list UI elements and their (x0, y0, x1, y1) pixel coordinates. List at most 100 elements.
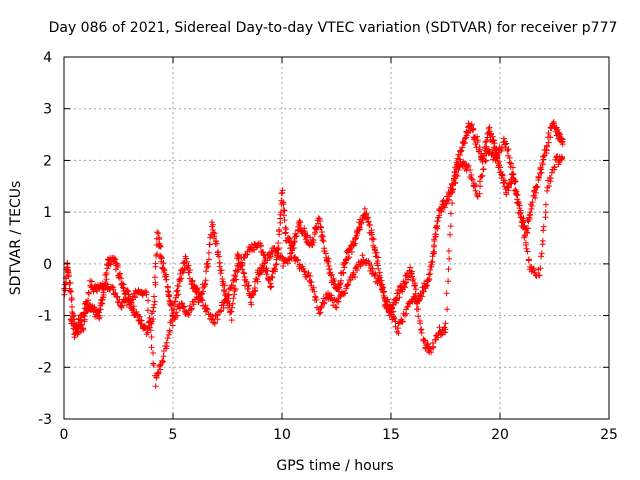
data-point (445, 248, 452, 254)
data-point (423, 283, 430, 289)
data-point (544, 142, 550, 149)
data-point (500, 135, 507, 142)
data-point (411, 293, 418, 300)
data-point (468, 121, 475, 128)
data-point (377, 277, 384, 284)
data-point (450, 186, 456, 193)
data-point (418, 329, 425, 336)
data-point (442, 329, 449, 336)
data-point (479, 172, 486, 179)
data-point (228, 317, 235, 324)
data-point (268, 283, 275, 290)
data-point (476, 178, 483, 185)
data-point (145, 297, 151, 304)
data-point (112, 290, 119, 297)
data-point (452, 179, 459, 186)
data-point (425, 341, 431, 348)
data-point (316, 310, 323, 317)
data-point (155, 230, 162, 237)
data-point (267, 284, 274, 291)
data-point (387, 302, 393, 309)
data-point (189, 305, 195, 312)
data-point (266, 276, 273, 283)
data-point (144, 307, 151, 314)
data-point (434, 334, 441, 341)
data-point (468, 122, 475, 129)
data-point (468, 175, 475, 182)
data-point (151, 298, 158, 305)
data-point (240, 270, 247, 277)
data-point (345, 281, 352, 288)
data-point (250, 291, 257, 298)
data-point (517, 209, 524, 216)
data-point (417, 320, 424, 327)
data-point (335, 298, 342, 305)
data-point (107, 261, 114, 268)
data-point (388, 305, 394, 312)
data-point (280, 212, 287, 219)
data-point (445, 278, 452, 285)
x-tick-label: 0 (60, 427, 69, 443)
data-point (332, 303, 339, 310)
data-point (163, 276, 170, 283)
data-point (325, 258, 332, 265)
data-point (542, 201, 549, 208)
data-point (532, 194, 539, 201)
data-point (204, 306, 211, 313)
data-point (85, 289, 92, 296)
data-point (504, 147, 511, 154)
data-point (313, 226, 320, 233)
data-point (536, 272, 543, 279)
data-point (173, 309, 180, 316)
data-point (515, 198, 522, 205)
data-point (65, 272, 72, 279)
data-point (457, 151, 463, 158)
data-point (399, 318, 406, 325)
data-point (358, 220, 364, 227)
data-point (194, 286, 201, 293)
data-point (347, 245, 354, 252)
data-point (556, 130, 563, 137)
data-point (80, 327, 87, 333)
data-point (393, 297, 400, 304)
data-point (160, 353, 167, 360)
data-point (539, 237, 546, 244)
data-point (499, 172, 506, 179)
data-point (343, 285, 350, 292)
data-point (210, 229, 217, 236)
data-point (219, 276, 226, 282)
data-point (472, 187, 479, 194)
data-point (148, 334, 155, 340)
data-point (309, 242, 316, 249)
data-point (203, 268, 210, 275)
data-point (509, 164, 516, 171)
data-point (510, 171, 517, 178)
data-point (239, 266, 246, 273)
data-point (154, 251, 160, 258)
data-point (352, 236, 358, 243)
data-point (546, 183, 553, 189)
data-point (166, 292, 173, 299)
data-point (177, 271, 184, 277)
data-point (537, 265, 544, 272)
data-point (199, 297, 206, 304)
data-point (545, 130, 552, 136)
data-point (395, 330, 402, 337)
data-point (372, 271, 379, 278)
data-point (163, 339, 170, 346)
data-point (535, 174, 542, 181)
data-point (235, 255, 242, 262)
data-point (542, 209, 549, 216)
data-point (404, 303, 411, 310)
data-point (518, 214, 525, 221)
data-point (498, 145, 505, 152)
data-point (529, 199, 536, 206)
data-point (417, 327, 424, 333)
data-point (391, 315, 398, 322)
data-point (348, 249, 355, 255)
data-point (356, 224, 363, 230)
data-point (280, 201, 287, 208)
data-point (152, 281, 159, 288)
data-point (483, 138, 490, 145)
data-point (225, 292, 232, 298)
